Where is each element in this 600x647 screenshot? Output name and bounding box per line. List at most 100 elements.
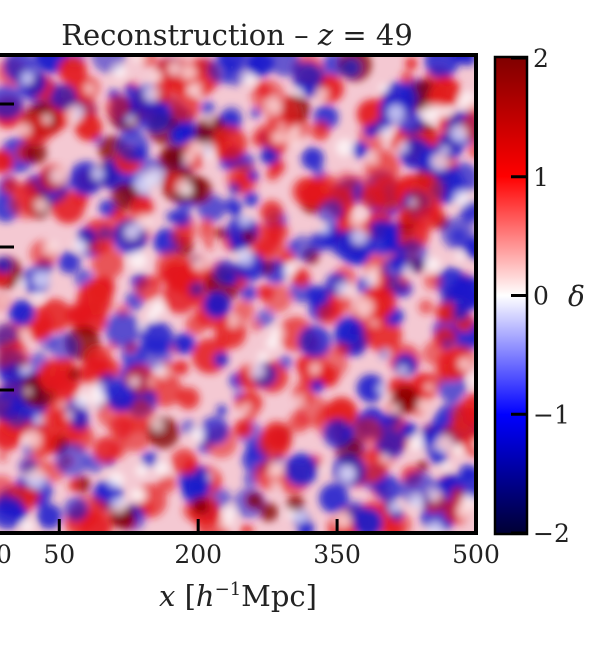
density-blob (64, 410, 74, 420)
density-blob (284, 453, 318, 487)
density-blob (301, 147, 324, 170)
density-blob (169, 91, 201, 123)
density-blob (0, 84, 25, 120)
density-blob (409, 495, 424, 509)
density-blob (335, 138, 354, 157)
density-blob (135, 214, 152, 231)
density-blob (55, 442, 89, 477)
density-blob (143, 86, 160, 102)
density-blob (430, 76, 461, 107)
density-blob (232, 299, 255, 322)
density-blob (435, 435, 454, 454)
density-blob (0, 257, 12, 274)
density-blob (243, 191, 259, 207)
density-blob (129, 251, 147, 270)
density-blob (124, 364, 155, 395)
density-blob (161, 258, 191, 288)
density-blob (167, 62, 182, 76)
density-blob (20, 330, 30, 340)
density-blob (409, 174, 444, 209)
colorbar-tick-label: −2 (533, 519, 570, 548)
density-blob (66, 302, 92, 328)
density-blob (213, 352, 229, 367)
density-blob (271, 131, 285, 144)
density-blob (138, 322, 146, 329)
density-blob (8, 184, 44, 220)
density-blob (189, 281, 205, 297)
density-blob (116, 129, 150, 163)
density-blob (375, 428, 406, 459)
density-blob (243, 73, 256, 86)
density-blob (249, 363, 265, 379)
density-blob (171, 207, 191, 227)
density-blob (256, 308, 275, 327)
density-blob (418, 299, 434, 315)
density-blob (337, 214, 350, 226)
density-blob (316, 174, 338, 195)
density-blob (98, 199, 116, 217)
density-blob (198, 141, 216, 159)
density-blob (339, 465, 356, 482)
density-blob (130, 195, 154, 219)
density-blob (50, 83, 77, 111)
density-blob (24, 142, 47, 165)
density-blob (228, 182, 241, 195)
density-blob (104, 94, 131, 121)
density-blob (217, 55, 247, 71)
density-blob (458, 55, 477, 66)
density-blob (400, 422, 417, 439)
density-blob (216, 404, 228, 416)
density-blob (430, 152, 449, 171)
density-blob (171, 225, 195, 249)
density-blob (183, 151, 196, 164)
density-blob (288, 412, 310, 433)
density-blob (319, 465, 327, 472)
x-tick-label: 200 (174, 540, 222, 569)
density-blob (398, 365, 408, 375)
density-blob (26, 470, 45, 489)
density-blob (403, 265, 411, 273)
density-blob (140, 321, 174, 355)
density-blob (204, 240, 215, 251)
density-blob (226, 273, 238, 285)
density-blob (36, 503, 63, 529)
density-blob (0, 296, 7, 305)
density-blob (107, 471, 125, 489)
density-blob (351, 228, 368, 245)
density-blob (309, 363, 321, 375)
density-blob (49, 332, 79, 362)
density-blob (34, 415, 43, 424)
density-blob (177, 387, 200, 410)
density-blob (190, 427, 205, 442)
heatmap-blobs (0, 55, 478, 533)
colorbar-tick-label: 2 (533, 44, 549, 73)
density-blob (351, 141, 368, 158)
density-blob (200, 101, 215, 116)
density-blob (191, 496, 210, 515)
density-blob (265, 167, 280, 181)
x-axis-label: x [h−1Mpc] (159, 579, 317, 613)
density-blob (260, 146, 279, 165)
density-blob (234, 419, 253, 438)
density-blob (0, 451, 8, 462)
chart-title: Reconstruction – z = 49 (61, 18, 413, 52)
density-blob (245, 491, 264, 510)
density-blob (182, 65, 197, 80)
colorbar-tick-label: 1 (533, 163, 549, 192)
density-blob (139, 100, 173, 134)
density-blob (169, 127, 184, 141)
density-blob (4, 402, 31, 429)
density-blob (298, 325, 332, 358)
density-blob (400, 71, 414, 85)
density-blob (224, 197, 242, 215)
density-blob (256, 284, 274, 301)
density-blob (440, 295, 451, 306)
density-blob (170, 448, 198, 476)
density-blob (455, 251, 465, 261)
density-blob (18, 278, 28, 288)
density-blob (21, 124, 32, 135)
density-blob (460, 494, 475, 510)
density-blob (90, 389, 106, 405)
density-blob (42, 113, 53, 125)
